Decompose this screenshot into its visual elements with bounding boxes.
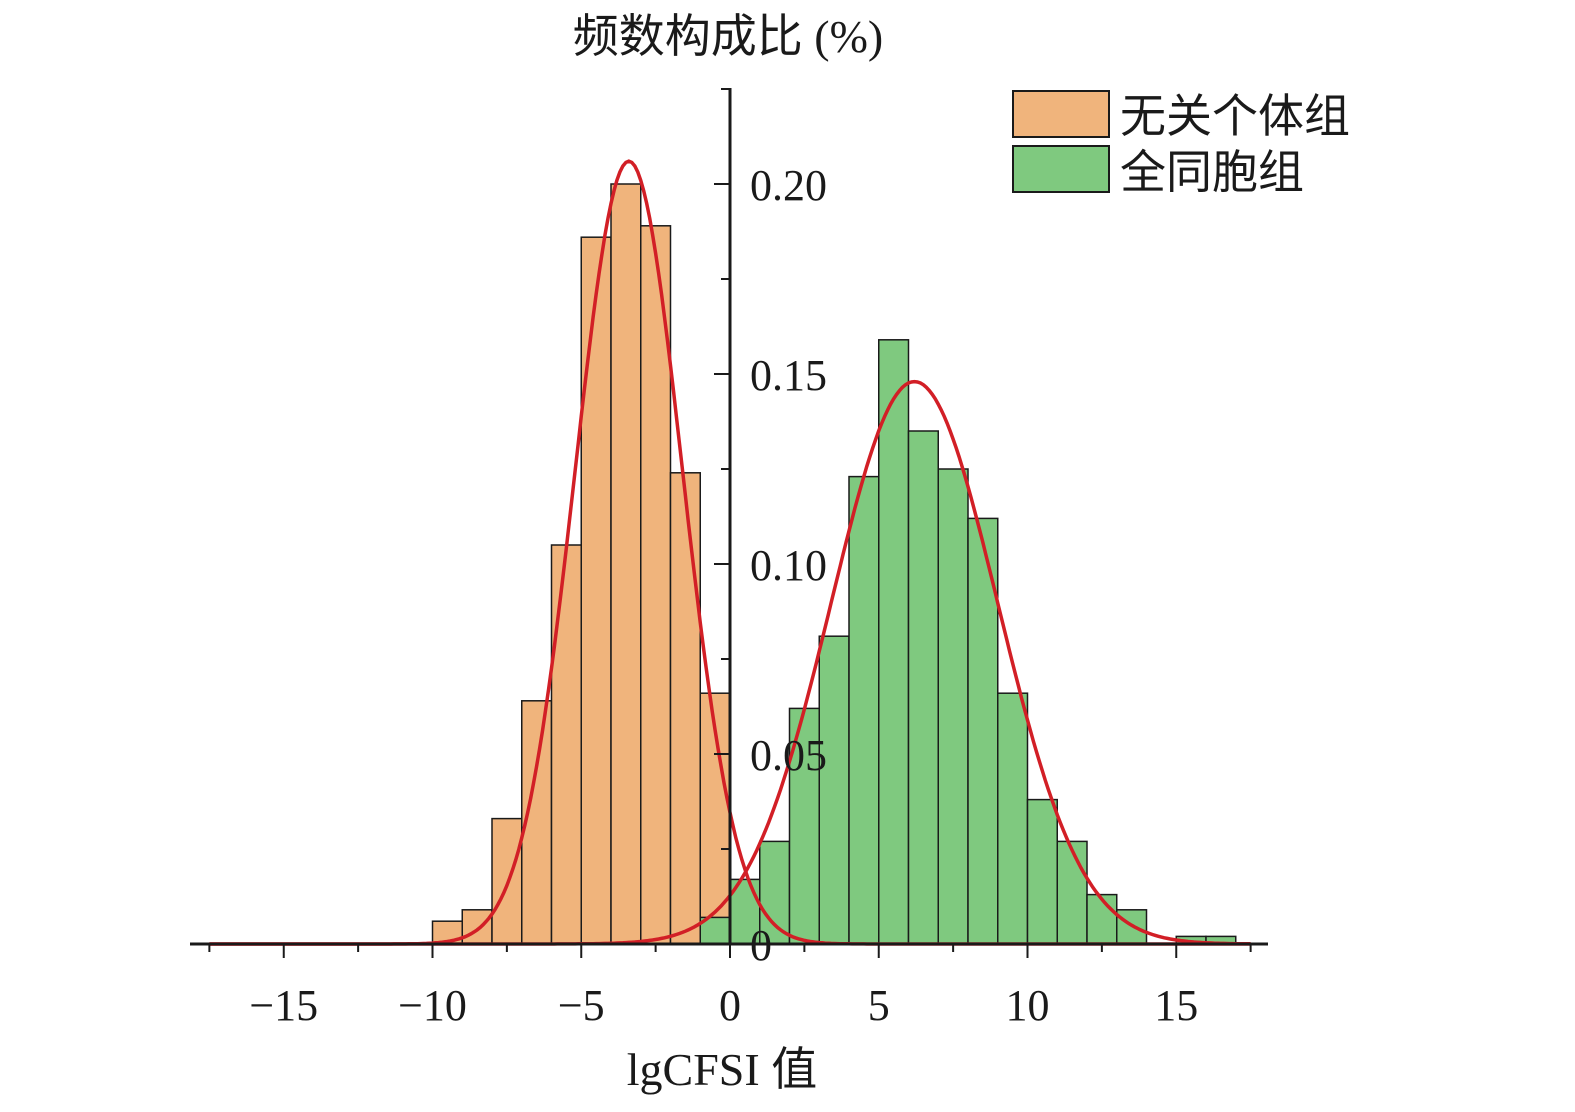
x-tick-label: −15 bbox=[249, 981, 318, 1030]
bar-full-sibling-5 bbox=[848, 475, 880, 945]
bar-full-sibling-4 bbox=[818, 635, 850, 945]
legend-label-unrelated: 无关个体组 bbox=[1120, 91, 1350, 142]
x-tick-label: 0 bbox=[719, 981, 741, 1030]
bar-unrelated-4 bbox=[550, 544, 582, 945]
bar-unrelated-1 bbox=[461, 909, 493, 945]
bar-full-sibling-7 bbox=[907, 430, 939, 945]
legend: 无关个体组 全同胞组 bbox=[1012, 90, 1350, 198]
x-tick-label: −5 bbox=[558, 981, 605, 1030]
bar-full-sibling-13 bbox=[1086, 893, 1118, 945]
y-tick-label: 0 bbox=[750, 921, 772, 970]
x-tick-label: 10 bbox=[1006, 981, 1050, 1030]
y-tick-label: 0.15 bbox=[750, 351, 827, 400]
bar-full-sibling-6 bbox=[878, 339, 910, 945]
axes-layer: −15 −10 −5 0 5 10 15 0 0.05 0.10 0.15 0.20 bbox=[190, 88, 1268, 1030]
bar-unrelated-8 bbox=[669, 472, 701, 945]
bar-full-sibling-8 bbox=[937, 468, 969, 945]
bar-unrelated-6 bbox=[610, 183, 642, 945]
y-tick-label: 0.05 bbox=[750, 731, 827, 780]
x-tick-label: 15 bbox=[1154, 981, 1198, 1030]
bar-unrelated-5 bbox=[580, 236, 612, 945]
legend-label-full-sibling: 全同胞组 bbox=[1120, 147, 1304, 198]
y-tick-label: 0.20 bbox=[750, 161, 827, 210]
y-tick-label: 0.10 bbox=[750, 541, 827, 590]
y-axis-title: 频数构成比 (%) bbox=[573, 11, 883, 62]
bars-layer bbox=[431, 183, 1237, 945]
x-axis-title: lgCFSI 值 bbox=[627, 1044, 817, 1095]
bar-full-sibling-11 bbox=[1026, 798, 1058, 945]
bar-unrelated-7 bbox=[640, 225, 672, 945]
legend-swatch-full-sibling bbox=[1012, 145, 1110, 193]
x-tick-label: 5 bbox=[868, 981, 890, 1030]
x-tick-label: −10 bbox=[398, 981, 467, 1030]
legend-swatch-unrelated bbox=[1012, 90, 1110, 138]
bar-full-sibling-12 bbox=[1056, 840, 1088, 945]
bar-full-sibling-10 bbox=[997, 692, 1029, 945]
